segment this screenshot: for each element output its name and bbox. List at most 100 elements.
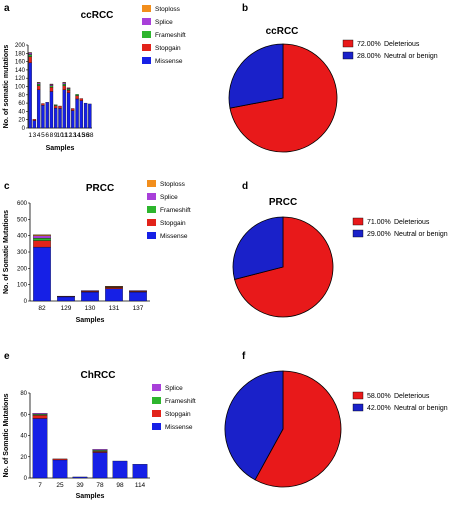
legend-swatch (342, 51, 354, 60)
pie-slice-deleterious (254, 370, 342, 488)
x-tick-label: 6 (45, 132, 49, 139)
bar-segment-stoploss (28, 52, 32, 54)
x-axis-label: Samples (76, 493, 105, 500)
legend-label: Frameshift (155, 32, 186, 39)
legend-swatch (142, 31, 151, 38)
chart-title: PRCC (269, 197, 297, 208)
legend-swatch (152, 384, 161, 391)
bar-segment-missense (62, 89, 66, 129)
y-tick-label: 0 (22, 126, 26, 132)
x-tick-label: 131 (109, 305, 120, 312)
y-tick-label: 60 (20, 412, 27, 418)
bar-segment-frameshift (66, 88, 71, 91)
y-tick-label: 600 (17, 201, 28, 207)
bar-segment-stopgain (105, 287, 123, 289)
bar-segment-missense (88, 103, 92, 129)
x-tick-label: 13 (69, 132, 77, 139)
panel-label: e (4, 351, 10, 362)
legend-swatch (352, 229, 364, 238)
y-axis-label: No. of somatic mutations (3, 45, 10, 129)
bar-segment-missense (41, 105, 45, 129)
chart-title: ccRCC (81, 10, 114, 21)
y-tick-label: 400 (17, 234, 28, 240)
y-tick-label: 200 (17, 266, 28, 272)
bar-segment-stopgain (32, 119, 37, 121)
bar-segment-missense (49, 91, 54, 129)
bar-segment-stopgain (75, 95, 79, 100)
legend-label: Stopgain (155, 45, 181, 52)
bar-segment-missense (129, 291, 147, 302)
legend-swatch (142, 44, 151, 51)
pie-slice-neutral-or-benign (228, 43, 284, 109)
y-axis-label: No. of Somatic Mutations (3, 210, 10, 294)
y-axis-label: No. of Somatic Mutations (3, 393, 10, 477)
y-tick-label: 0 (24, 299, 28, 305)
bar-segment-missense (71, 110, 75, 129)
y-tick-label: 160 (15, 60, 26, 66)
bar-chart-e: e ChRCC 0 20 40 60 80 7 25 39 78 98 114 Samples No. of… (3, 351, 196, 500)
x-tick-label: 7 (38, 482, 42, 489)
chart-title: PRCC (86, 183, 114, 194)
bar-segment-missense (54, 107, 58, 129)
bar-segment-stoploss (105, 286, 123, 287)
legend-label: Missense (165, 424, 193, 431)
legend-swatch (142, 18, 151, 25)
legend-swatch (352, 403, 364, 412)
bar-segment-missense (28, 62, 32, 129)
legend-label: Splice (160, 194, 178, 201)
bar-segment-stoploss (49, 83, 54, 85)
y-tick-label: 500 (17, 217, 28, 223)
y-tick-label: 200 (15, 43, 26, 49)
bar-segment-frameshift (75, 94, 79, 96)
x-tick-label: 5 (41, 132, 45, 139)
x-tick-label: 130 (85, 305, 96, 312)
bar-segment-missense (58, 108, 62, 129)
legend-label: Neutral or benign (394, 405, 448, 412)
bar-segment-missense (32, 418, 48, 479)
panel-label: c (4, 181, 10, 192)
legend-swatch (147, 206, 156, 213)
x-tick-label: 38 (86, 132, 94, 139)
bar-segment-stopgain (32, 415, 48, 419)
bar-segment-frameshift (92, 450, 108, 452)
legend-swatch (142, 57, 151, 64)
y-tick-label: 20 (20, 455, 27, 461)
x-tick-label: 129 (61, 305, 72, 312)
legend-value: 71.00% (367, 219, 391, 226)
bar-segment-stoploss (33, 234, 51, 236)
bar-segment-splice (129, 290, 147, 292)
bar-segment-splice (57, 295, 75, 297)
bar-segment-stopgain (54, 105, 58, 109)
x-axis-label: Samples (46, 145, 75, 152)
bar-segment-frameshift (32, 414, 48, 416)
pie-slice-deleterious (234, 216, 334, 318)
bar-chart-c: c PRCC 0 100 200 300 400 500 600 82 129 130 131 137 Sa… (3, 180, 191, 324)
bar-segment-missense (81, 291, 99, 302)
legend-label: Stoploss (160, 181, 186, 188)
bar-segment-missense (79, 100, 84, 129)
bar-segment-missense (36, 89, 41, 129)
y-tick-label: 40 (20, 434, 27, 440)
bar-segment-missense (32, 120, 37, 129)
x-tick-label: 15 (78, 132, 86, 139)
bar-segment-stopgain (66, 90, 71, 93)
x-tick-label: 137 (133, 305, 144, 312)
y-tick-label: 120 (15, 76, 26, 82)
bar-segment-frameshift (36, 83, 41, 86)
bar-segment-missense (66, 92, 71, 129)
bar-segment-stoploss (36, 82, 41, 83)
bar-segment-frameshift (54, 104, 58, 106)
x-tick-label: 114 (135, 482, 146, 489)
legend-value: 42.00% (367, 405, 391, 412)
bar-segment-frameshift (62, 83, 66, 86)
x-tick-label: 36 (82, 132, 90, 139)
x-tick-label: 78 (96, 482, 104, 489)
panel-label: f (242, 351, 246, 362)
y-tick-label: 140 (15, 68, 26, 74)
y-tick-label: 40 (18, 109, 25, 115)
legend-label: Frameshift (160, 207, 191, 214)
x-tick-label: 9 (54, 132, 58, 139)
legend-value: 72.00% (357, 41, 381, 48)
